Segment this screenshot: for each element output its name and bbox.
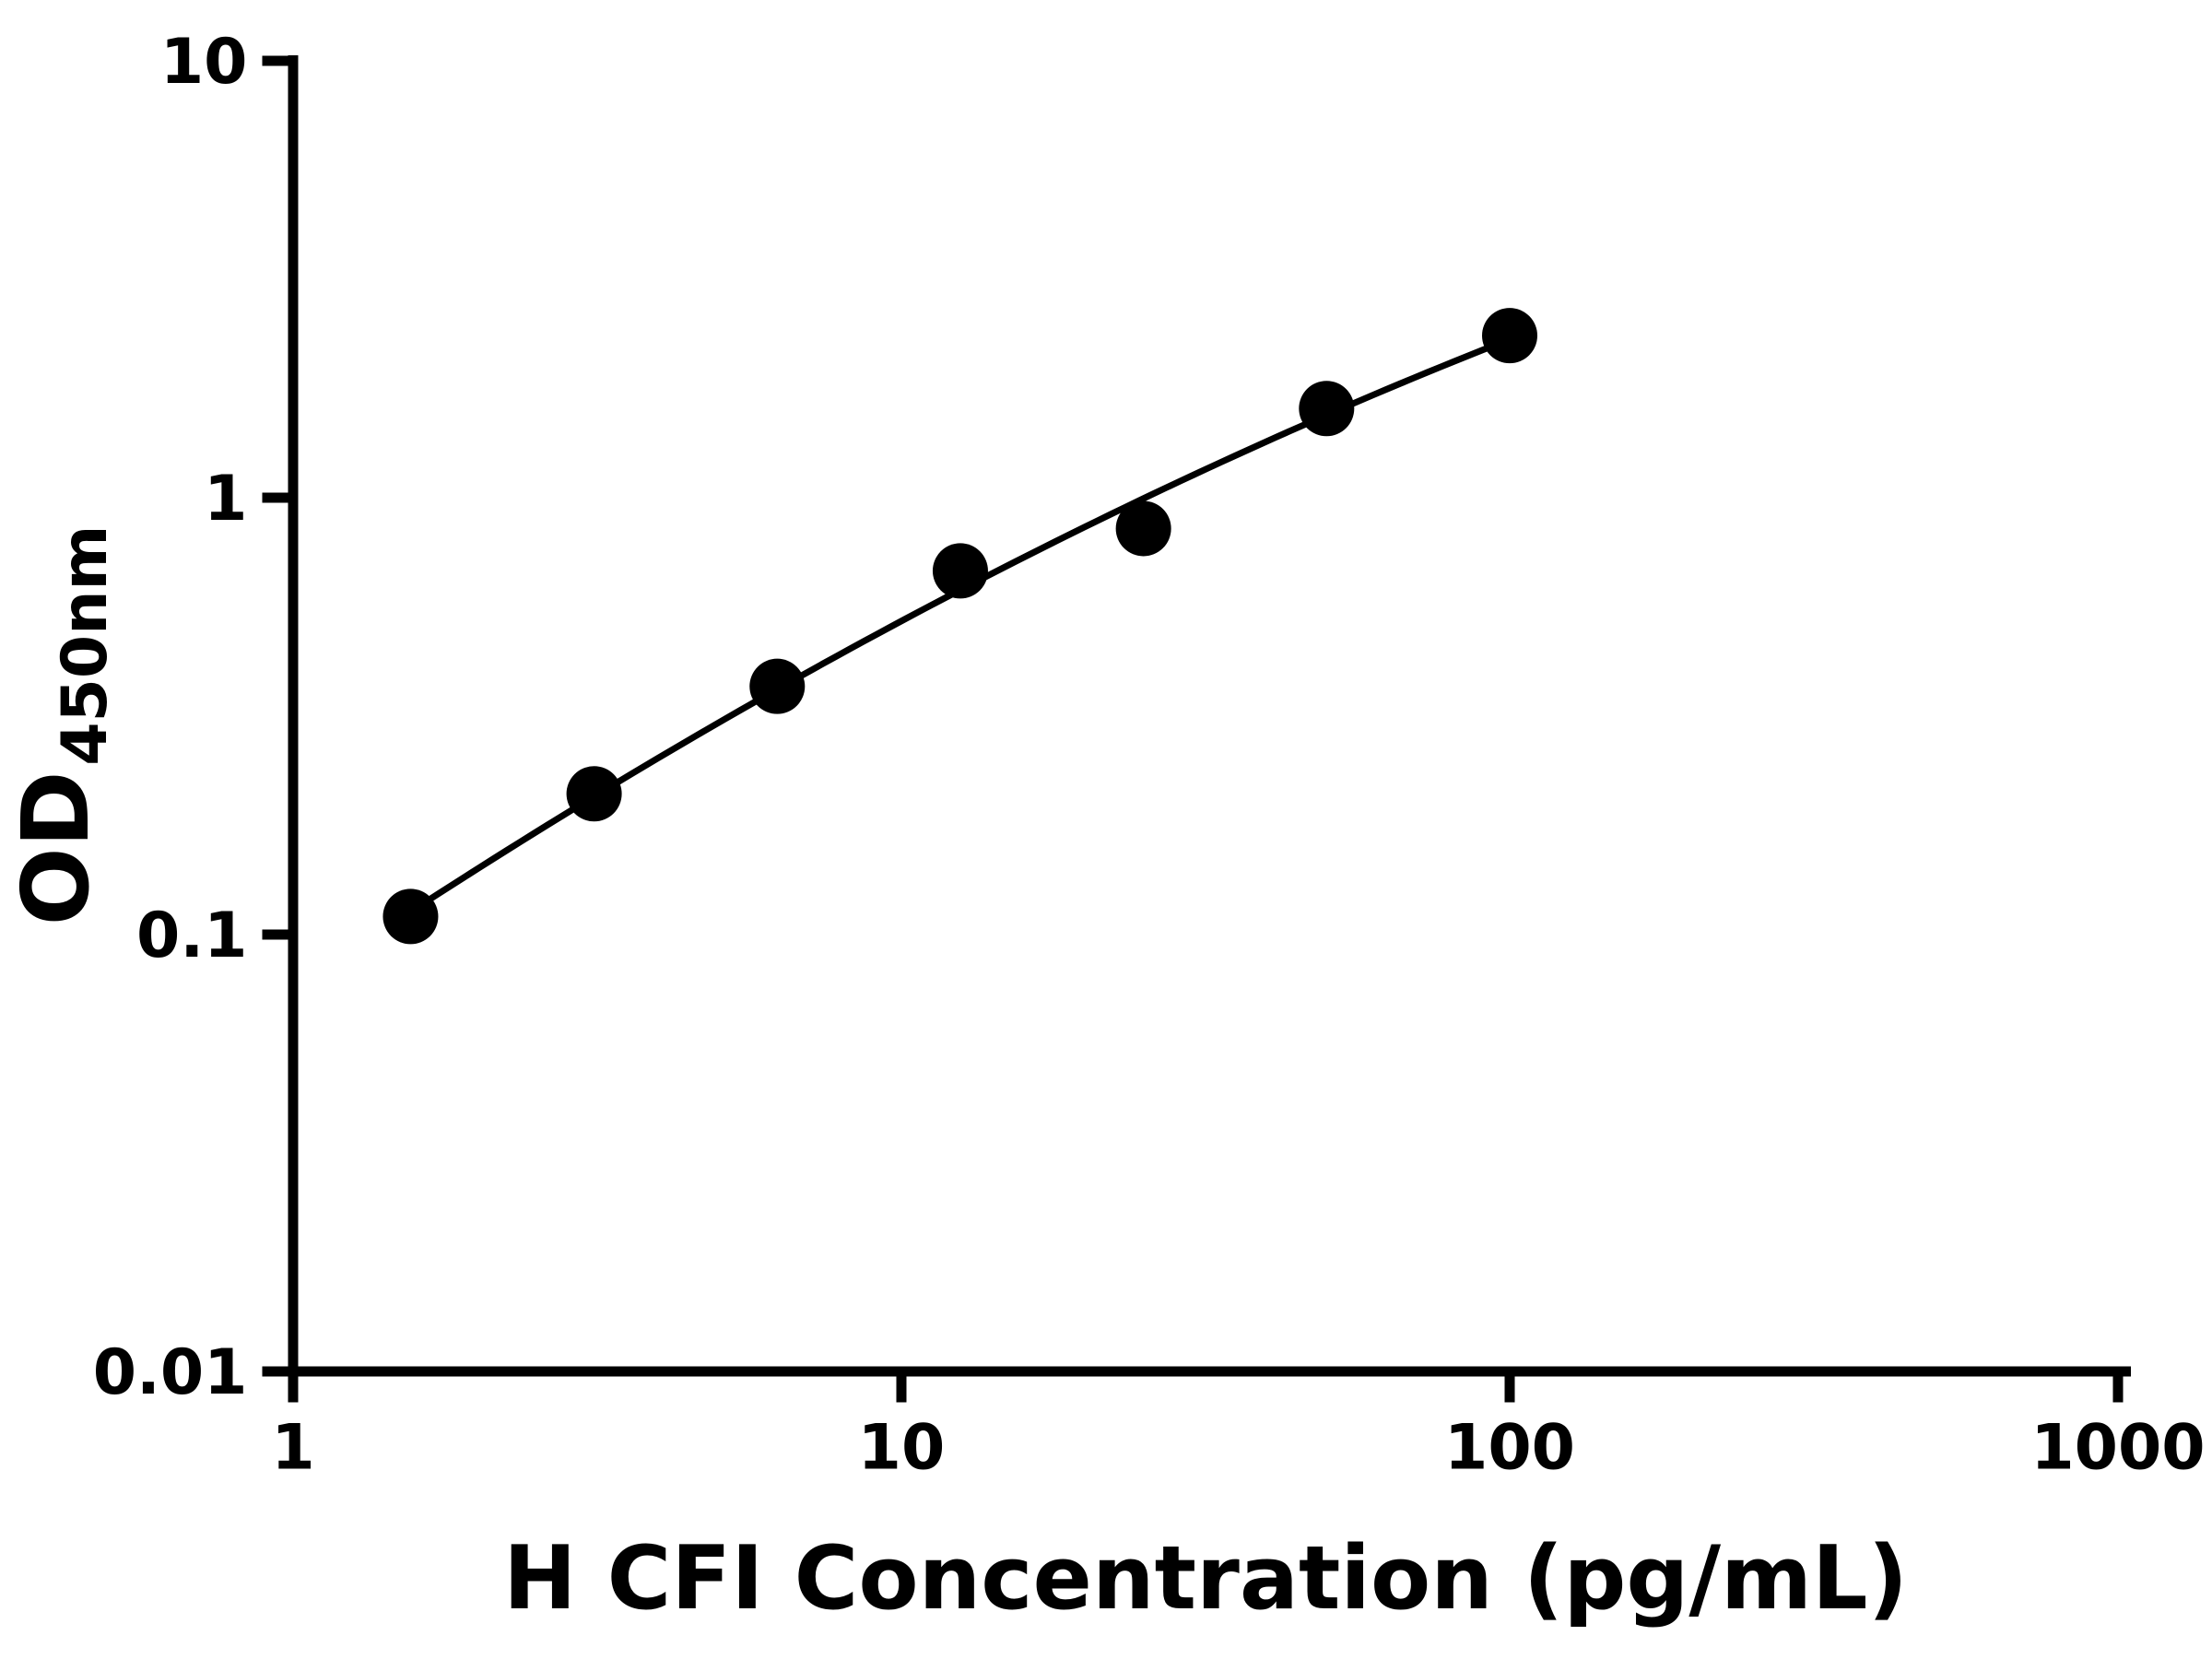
y-axis-title-subscript: 450nm [49, 525, 122, 766]
data-point-marker [1482, 308, 1537, 364]
y-axis-title: OD 450nm [2, 525, 122, 926]
x-tick-label: 1 [271, 1412, 314, 1485]
y-axis-title-main: OD [2, 771, 110, 925]
data-point-marker [932, 543, 988, 599]
axes [288, 55, 2131, 1377]
axis-spines [288, 55, 2131, 1377]
y-tick-label: 0.1 [136, 900, 247, 972]
data-point-marker [566, 766, 622, 822]
data-point-marker [382, 888, 439, 945]
x-axis-title: H CFI Concentration (pg/mL) [503, 1528, 1908, 1630]
data-point-marker [749, 658, 806, 714]
data-point-marker [1299, 381, 1355, 437]
data-point-marker [1115, 500, 1171, 557]
x-tick-label: 100 [1444, 1412, 1575, 1485]
data-points [382, 308, 1537, 945]
x-tick-label: 10 [858, 1412, 946, 1485]
y-tick-label: 1 [204, 463, 247, 535]
x-tick-label: 1000 [2030, 1412, 2205, 1485]
tick-labels: 1 10 100 1000 0.01 0.1 1 10 [93, 26, 2206, 1485]
tick-marks [262, 55, 2124, 1403]
y-tick-label: 0.01 [93, 1336, 248, 1409]
y-tick-label: 10 [160, 26, 248, 99]
